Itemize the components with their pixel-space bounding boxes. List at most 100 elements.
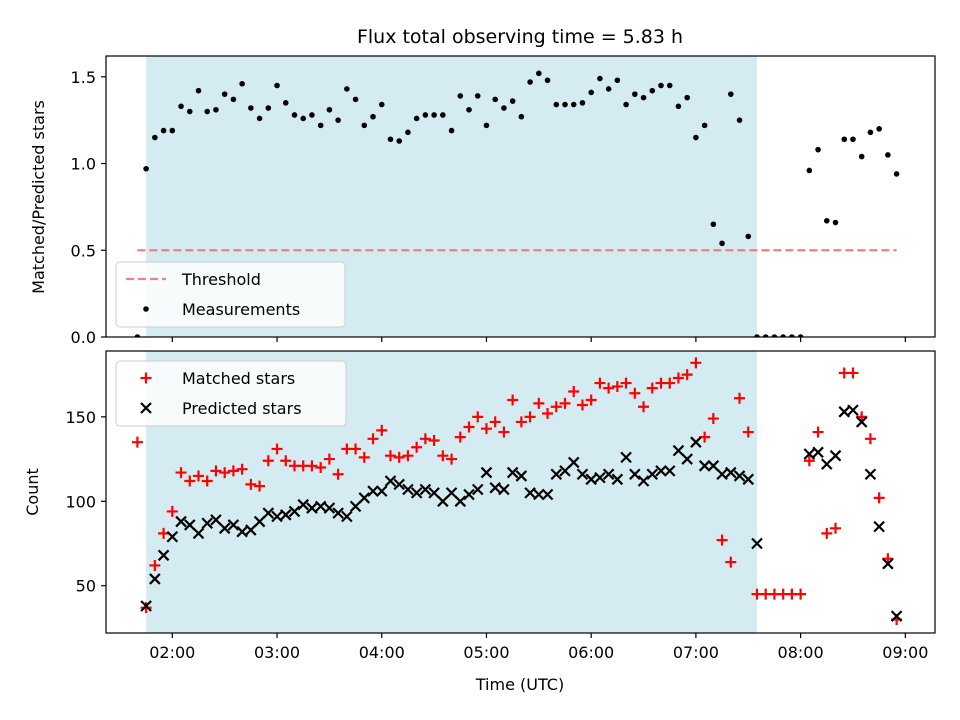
data-point [716,468,728,481]
data-point [559,397,571,409]
data-point [498,483,510,496]
data-point [579,100,586,106]
data-point [620,377,632,389]
data-point [699,431,711,443]
data-point [570,101,577,108]
data-point [140,602,152,614]
data-point [410,487,423,499]
data-point [762,334,769,337]
data-point [271,443,283,455]
y-tick-label: 1.0 [71,155,96,174]
data-point [378,101,385,108]
data-point [230,96,237,103]
legend-key-predicted [140,402,152,414]
data-point [620,451,632,464]
data-point [728,91,734,97]
x-tick-label: 04:00 [359,643,405,662]
data-point [544,77,551,84]
top-ylabel: Matched/Predicted stars [29,100,48,294]
data-point [492,96,498,103]
data-point [605,86,612,92]
legend-label-measurements: Measurements [182,300,300,319]
data-point [646,382,658,394]
data-point [323,453,335,465]
data-point [375,485,388,497]
legend-key-measurements [143,306,149,312]
data-point [829,449,842,462]
data-point [876,126,882,132]
data-point [402,450,414,462]
data-point [594,471,606,484]
data-point [446,453,458,465]
data-point [623,101,629,108]
data-point [213,106,219,113]
data-point [463,488,475,501]
data-point [152,134,158,141]
data-point [603,382,615,394]
data-point [838,406,851,418]
y-tick-label: 50 [76,577,96,596]
data-point [396,138,403,144]
data-point [707,413,719,425]
data-point [384,450,396,462]
data-point [370,113,376,120]
x-tick-label: 09:00 [882,643,928,662]
data-point [533,488,545,501]
data-point [367,485,379,497]
data-point [271,510,283,523]
data-point [803,448,816,460]
data-point [541,488,554,501]
x-tick-label: 02:00 [149,643,195,662]
data-point [882,557,894,570]
data-point [131,436,143,448]
axes-frame [105,55,936,338]
data-point [658,82,664,89]
data-point [629,387,641,399]
data-point [361,122,368,129]
series-dot [134,70,900,337]
data-point [445,487,458,499]
data-point [745,233,752,240]
data-point [649,87,656,94]
data-point [405,129,411,136]
data-point [262,455,274,467]
legend: Threshold Measurements [115,261,346,328]
data-point [393,478,405,491]
data-point [803,455,815,467]
data-point [832,219,839,226]
data-point [457,93,464,99]
top-panel: Flux total observing time = 5.83 h 0.00.… [29,26,936,347]
data-point [742,426,754,438]
legend-label-matched: Matched stars [182,369,295,388]
legend: Matched stars Predicted stars [115,360,347,427]
data-point [183,519,196,531]
x-tick-label: 07:00 [673,643,719,662]
data-point [594,377,606,389]
data-point [149,573,161,585]
legend-label-threshold: Threshold [181,270,261,289]
data-point [323,502,336,514]
data-point [719,240,725,247]
data-point [550,401,562,413]
data-point [890,610,903,622]
data-point [501,105,507,111]
data-point [515,416,527,428]
data-point [629,468,641,481]
data-point [341,510,353,523]
data-point [509,98,516,104]
data-point [317,122,324,129]
data-point [637,475,650,487]
data-point [611,473,624,486]
data-point [422,112,429,118]
data-point [466,106,472,113]
y-tick-label: 1.5 [71,68,96,87]
data-point [218,522,231,535]
data-point [725,556,737,568]
data-point [638,401,650,413]
data-point [204,108,211,115]
data-point [841,136,848,143]
y-tick-label: 150 [65,408,96,427]
data-point [300,115,307,122]
data-point [279,509,292,521]
